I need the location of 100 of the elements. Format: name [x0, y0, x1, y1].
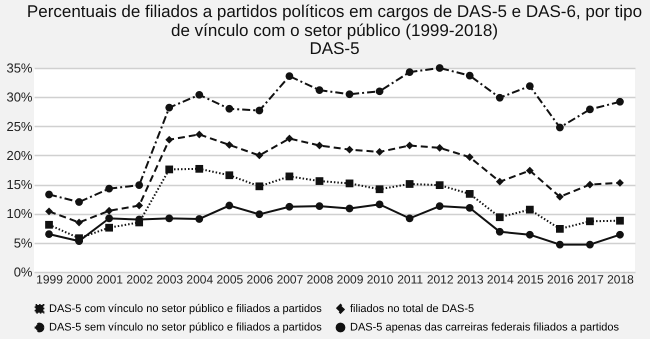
point	[45, 208, 53, 216]
point	[406, 180, 414, 188]
point	[586, 106, 594, 114]
x-tick-label: 2000	[66, 272, 94, 286]
point	[406, 142, 414, 150]
chart-subtitle: DAS-5	[309, 39, 360, 58]
x-tick-label: 2018	[607, 272, 634, 286]
point	[225, 171, 234, 180]
point	[225, 104, 234, 113]
point	[556, 192, 564, 201]
point	[496, 228, 504, 236]
point	[256, 210, 264, 218]
point	[616, 230, 624, 239]
y-tick-label: 5%	[14, 235, 33, 250]
point	[466, 190, 474, 198]
x-tick-label: 2006	[246, 272, 274, 286]
x-tick-label: 2013	[456, 272, 484, 286]
point	[526, 166, 534, 174]
point	[346, 204, 354, 212]
point	[256, 182, 264, 190]
legend-label: DAS-5 sem vínculo no setor público e filiados a partidos	[49, 322, 322, 334]
text: de vínculo com o setor público (1999-2018)	[171, 21, 498, 40]
x-tick-label: 2008	[306, 272, 334, 286]
x-tick-label: 2007	[276, 272, 304, 286]
point	[286, 172, 294, 180]
point	[105, 224, 113, 232]
point	[256, 106, 264, 114]
point	[346, 180, 354, 188]
point	[45, 230, 53, 238]
point	[225, 202, 234, 210]
point	[256, 152, 264, 160]
point	[316, 142, 324, 150]
point	[45, 190, 53, 198]
y-tick-label: 25%	[6, 118, 33, 134]
point	[195, 164, 204, 173]
point	[165, 214, 174, 222]
point	[105, 214, 113, 222]
x-tick-label: 2010	[366, 272, 394, 286]
y-tick-label: 30%	[6, 90, 33, 105]
point	[165, 104, 174, 112]
point	[45, 220, 53, 229]
point	[616, 216, 624, 225]
x-tick-label: 2011	[397, 272, 424, 286]
point	[436, 181, 444, 190]
point	[496, 94, 504, 102]
legend-label: DAS-5 apenas das carreiras federais filiados a partidos	[350, 322, 620, 334]
point	[165, 136, 174, 144]
y-tick-label: 35%	[6, 60, 33, 76]
point	[556, 240, 564, 248]
point	[75, 234, 83, 242]
x-tick-label: 2001	[96, 272, 124, 286]
point	[586, 180, 594, 188]
point	[286, 202, 294, 211]
point	[526, 230, 534, 239]
x-tick-label: 2017	[577, 272, 604, 286]
point	[526, 82, 534, 90]
point	[286, 72, 294, 80]
point	[105, 206, 113, 215]
x-tick-label: 2016	[547, 272, 574, 286]
point	[376, 200, 384, 208]
x-tick-label: 2004	[186, 272, 214, 286]
point	[376, 87, 384, 96]
point	[316, 86, 324, 94]
x-tick-label: 2012	[426, 272, 454, 286]
point	[135, 181, 144, 190]
point	[586, 217, 594, 226]
point	[195, 90, 204, 99]
x-tick-label: 2009	[336, 272, 364, 286]
point	[316, 177, 324, 185]
x-tick-label: 2014	[486, 272, 514, 286]
point	[346, 146, 354, 154]
point	[466, 153, 474, 162]
point	[496, 213, 504, 222]
point	[316, 202, 324, 210]
point	[616, 178, 624, 187]
point	[286, 134, 294, 142]
point	[496, 178, 504, 186]
point	[436, 64, 444, 72]
point	[466, 204, 474, 212]
x-tick-label: 2005	[216, 272, 244, 286]
point	[346, 90, 354, 98]
point	[165, 166, 174, 174]
point	[376, 148, 384, 156]
point	[225, 141, 234, 149]
y-tick-label: 10%	[6, 206, 33, 222]
x-tick-label: 2015	[516, 272, 544, 286]
text: Percentuais de filiados a partidos políticos em cargos de DAS-5 e DAS-6, por tipo	[26, 2, 642, 21]
y-tick-label: 15%	[6, 177, 33, 192]
point	[195, 130, 204, 138]
point	[556, 124, 564, 132]
point	[75, 218, 83, 226]
legend-label: DAS-5 com vínculo no setor público e filiados a partidos	[49, 302, 322, 315]
point	[436, 144, 444, 152]
y-tick-label: 20%	[6, 148, 33, 163]
x-tick-label: 1999	[36, 272, 64, 286]
x-tick-label: 2003	[156, 272, 184, 286]
x-tick-label: 2002	[126, 272, 154, 286]
legend-label: filiados no total de DAS-5	[350, 302, 474, 315]
point	[466, 72, 474, 80]
point	[376, 185, 384, 194]
